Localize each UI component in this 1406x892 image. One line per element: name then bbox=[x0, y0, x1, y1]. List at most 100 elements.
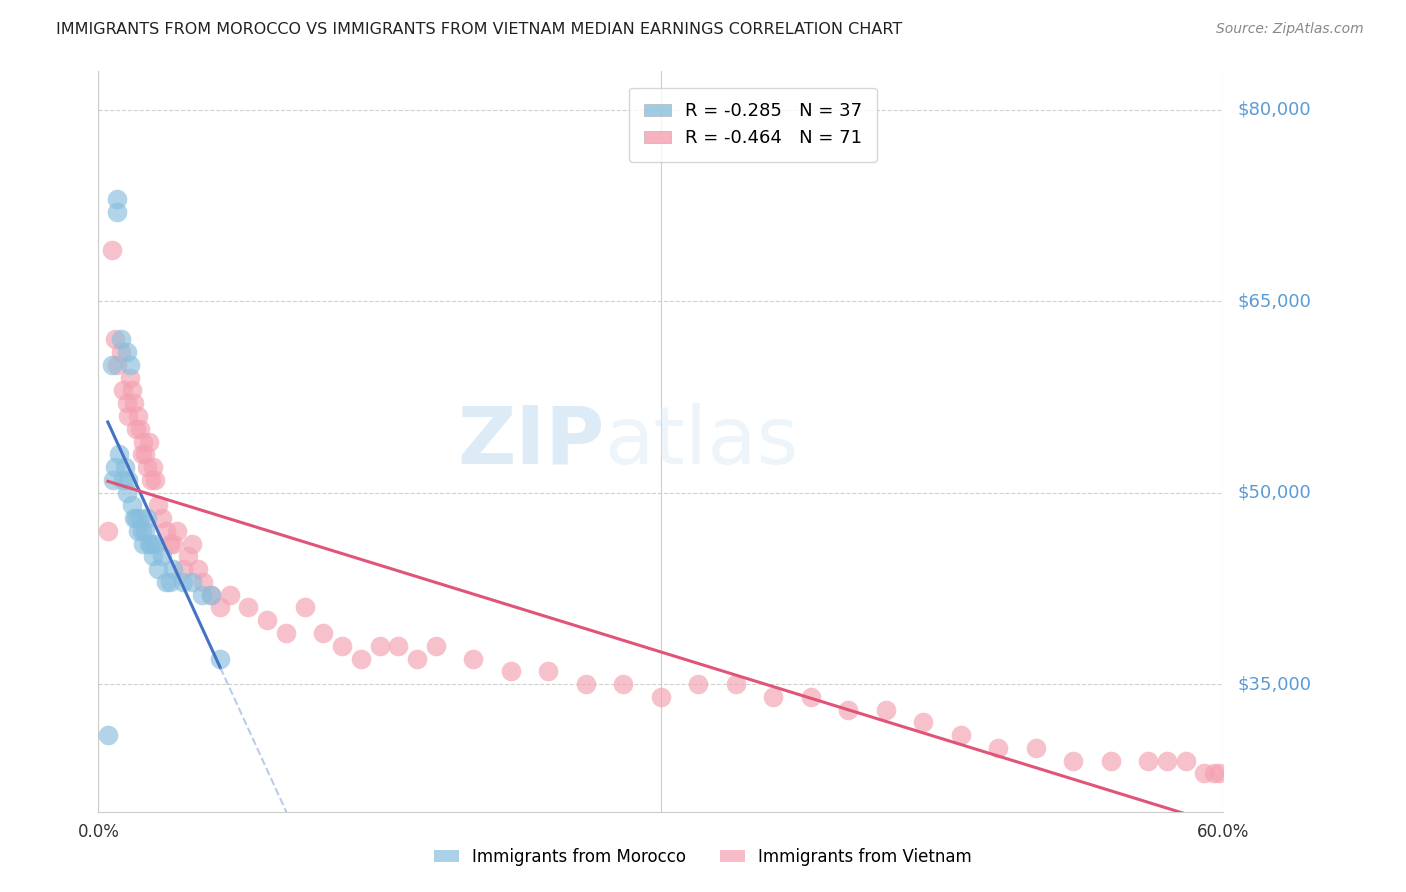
Point bbox=[181, 536, 204, 550]
Point bbox=[125, 511, 148, 525]
Text: $35,000: $35,000 bbox=[1237, 675, 1312, 693]
Point bbox=[238, 600, 260, 615]
Point bbox=[103, 473, 125, 487]
Text: $80,000: $80,000 bbox=[1237, 101, 1310, 119]
Point bbox=[139, 536, 162, 550]
Point bbox=[120, 370, 142, 384]
Point bbox=[100, 243, 122, 257]
Point bbox=[117, 473, 139, 487]
Point bbox=[114, 460, 136, 475]
Point bbox=[136, 460, 159, 475]
Point bbox=[122, 396, 145, 410]
Point bbox=[138, 434, 160, 449]
Point bbox=[100, 358, 122, 372]
Point bbox=[125, 422, 148, 436]
Point bbox=[200, 588, 222, 602]
Legend: Immigrants from Morocco, Immigrants from Vietnam: Immigrants from Morocco, Immigrants from… bbox=[420, 835, 986, 880]
Point bbox=[256, 613, 278, 627]
Point bbox=[177, 549, 200, 564]
Point bbox=[837, 703, 859, 717]
Text: atlas: atlas bbox=[605, 402, 799, 481]
Point bbox=[134, 447, 156, 461]
Point bbox=[110, 333, 132, 347]
Point bbox=[128, 422, 150, 436]
Point bbox=[142, 549, 165, 564]
Point bbox=[122, 511, 145, 525]
Point bbox=[148, 562, 170, 576]
Point bbox=[104, 460, 127, 475]
Point bbox=[97, 728, 120, 742]
Point bbox=[949, 728, 972, 742]
Point bbox=[1156, 754, 1178, 768]
Point bbox=[187, 562, 209, 576]
Point bbox=[172, 562, 194, 576]
Point bbox=[1099, 754, 1122, 768]
Point bbox=[1062, 754, 1084, 768]
Point bbox=[688, 677, 710, 691]
Point bbox=[368, 639, 391, 653]
Text: IMMIGRANTS FROM MOROCCO VS IMMIGRANTS FROM VIETNAM MEDIAN EARNINGS CORRELATION C: IMMIGRANTS FROM MOROCCO VS IMMIGRANTS FR… bbox=[56, 22, 903, 37]
Point bbox=[105, 192, 128, 206]
Text: $65,000: $65,000 bbox=[1237, 292, 1310, 310]
Point bbox=[131, 447, 153, 461]
Point bbox=[762, 690, 785, 704]
Point bbox=[155, 524, 177, 538]
Point bbox=[127, 409, 149, 423]
Point bbox=[274, 626, 297, 640]
Point bbox=[218, 588, 240, 602]
Point bbox=[143, 473, 166, 487]
Point bbox=[499, 665, 522, 679]
Point bbox=[612, 677, 634, 691]
Point bbox=[1174, 754, 1197, 768]
Point bbox=[121, 384, 143, 398]
Point bbox=[120, 358, 142, 372]
Point bbox=[181, 574, 204, 589]
Point bbox=[200, 588, 222, 602]
Text: ZIP: ZIP bbox=[457, 402, 605, 481]
Point bbox=[166, 524, 188, 538]
Point bbox=[143, 536, 166, 550]
Point bbox=[387, 639, 409, 653]
Point bbox=[724, 677, 747, 691]
Point bbox=[406, 651, 429, 665]
Point bbox=[190, 588, 212, 602]
Point bbox=[1025, 740, 1047, 755]
Point bbox=[312, 626, 335, 640]
Point bbox=[131, 524, 153, 538]
Point bbox=[1137, 754, 1160, 768]
Point bbox=[111, 473, 134, 487]
Point bbox=[912, 715, 935, 730]
Point bbox=[121, 499, 143, 513]
Point bbox=[110, 345, 132, 359]
Point bbox=[150, 549, 173, 564]
Point bbox=[139, 473, 162, 487]
Point bbox=[209, 651, 232, 665]
Point bbox=[132, 434, 155, 449]
Point bbox=[209, 600, 232, 615]
Point bbox=[159, 574, 181, 589]
Point bbox=[172, 574, 194, 589]
Point bbox=[138, 536, 160, 550]
Point bbox=[105, 204, 128, 219]
Point bbox=[350, 651, 373, 665]
Point bbox=[1208, 766, 1230, 780]
Point bbox=[127, 524, 149, 538]
Point bbox=[115, 345, 138, 359]
Point bbox=[115, 485, 138, 500]
Point bbox=[1202, 766, 1225, 780]
Point bbox=[134, 524, 156, 538]
Point bbox=[162, 536, 184, 550]
Point bbox=[800, 690, 823, 704]
Point bbox=[650, 690, 672, 704]
Point bbox=[150, 511, 173, 525]
Legend: R = -0.285   N = 37, R = -0.464   N = 71: R = -0.285 N = 37, R = -0.464 N = 71 bbox=[630, 87, 877, 161]
Point bbox=[193, 574, 215, 589]
Point bbox=[294, 600, 316, 615]
Point bbox=[97, 524, 120, 538]
Point bbox=[148, 499, 170, 513]
Point bbox=[463, 651, 485, 665]
Point bbox=[162, 562, 184, 576]
Point bbox=[142, 460, 165, 475]
Text: $50,000: $50,000 bbox=[1237, 483, 1310, 501]
Point bbox=[108, 447, 131, 461]
